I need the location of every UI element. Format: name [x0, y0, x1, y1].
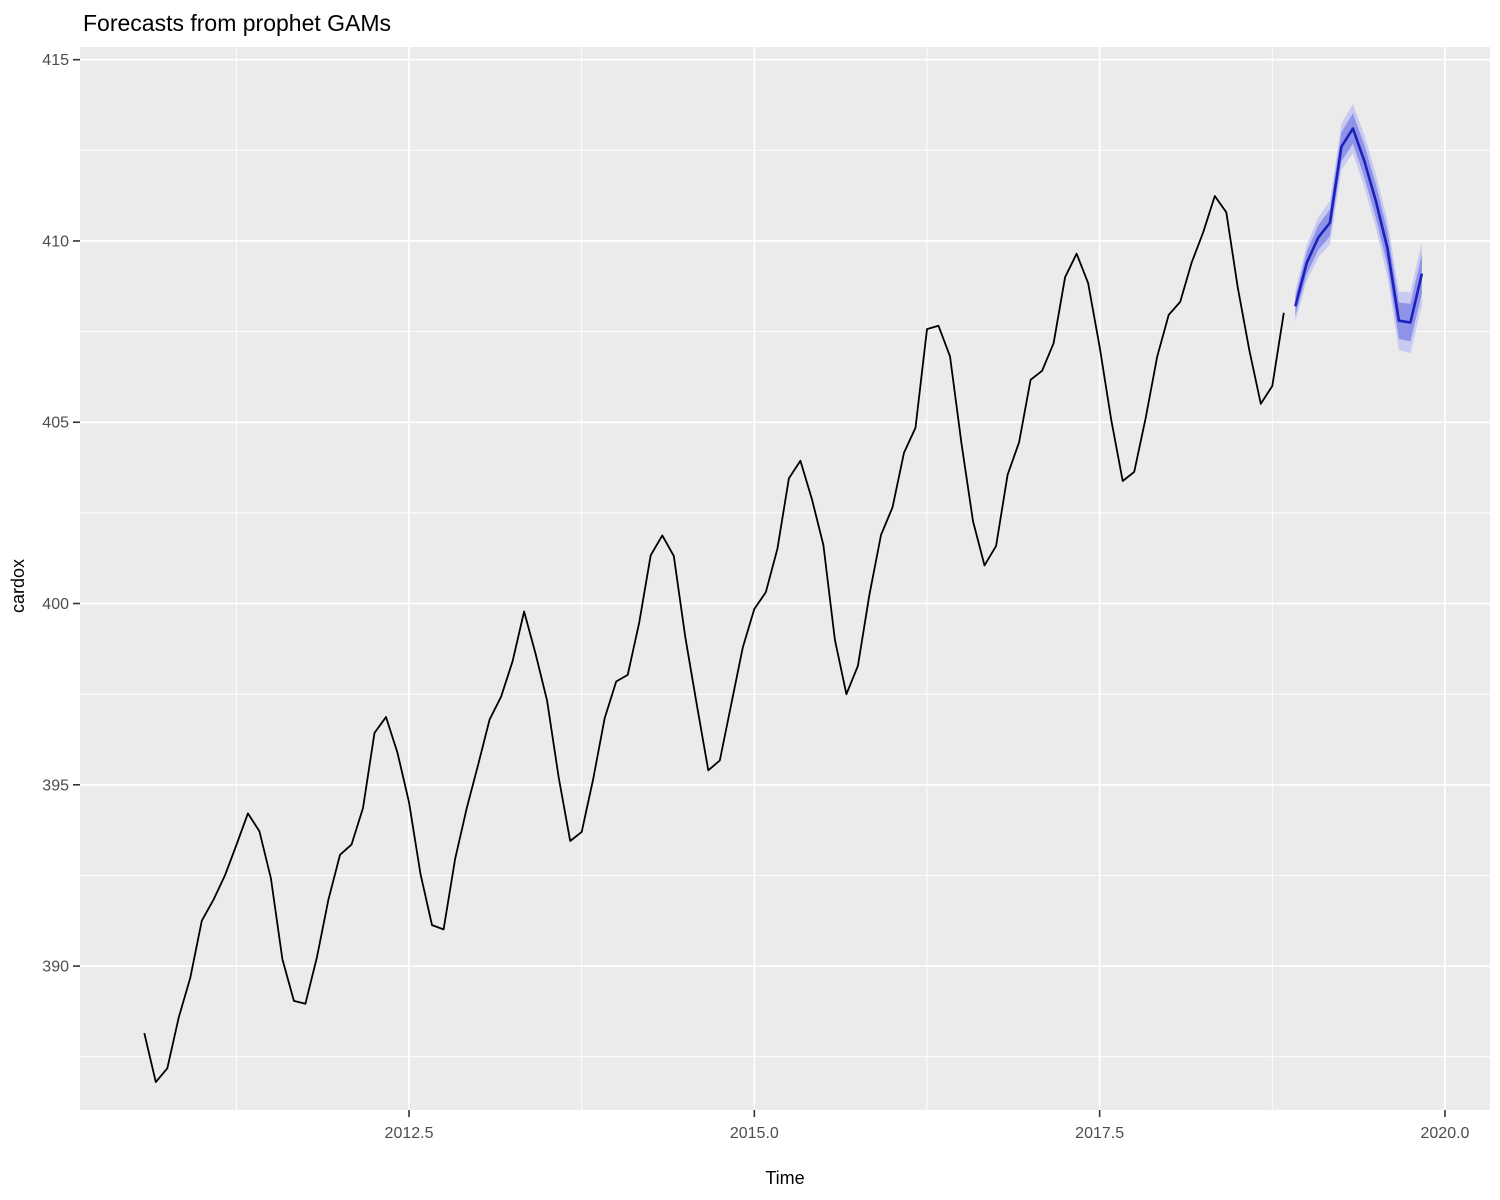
- y-tick-label: 405: [42, 415, 69, 432]
- y-tick-label: 415: [42, 52, 69, 69]
- axis-tick-labels: 2012.5 2015.0 2017.5 2020.0 390 395 400 405 410 4…: [42, 52, 1469, 1142]
- series-lines: [143, 127, 1424, 1083]
- y-tick-label: 410: [42, 233, 69, 250]
- panel-background: [80, 47, 1490, 1110]
- y-tick-label: 395: [42, 777, 69, 794]
- x-tick-label: 2020.0: [1421, 1125, 1470, 1142]
- plot-title: Forecasts from prophet GAMs: [83, 10, 391, 36]
- axis-ticks: [73, 58, 1446, 1117]
- forecast-interval-80: [1295, 113, 1422, 342]
- y-tick-label: 390: [42, 959, 69, 976]
- y-tick-label: 400: [42, 596, 69, 613]
- y-axis-title: cardox: [8, 559, 28, 613]
- forecast-line: [1294, 127, 1424, 324]
- x-tick-label: 2017.5: [1075, 1125, 1124, 1142]
- forecast-ribbons: [1295, 103, 1422, 354]
- x-tick-label: 2015.0: [730, 1125, 779, 1142]
- observed-line: [143, 195, 1285, 1083]
- x-axis-title: Time: [765, 1168, 804, 1188]
- minor-gridlines: [80, 47, 1490, 1110]
- plot-panel: [80, 47, 1490, 1110]
- x-tick-label: 2012.5: [385, 1125, 434, 1142]
- forecast-interval-95: [1295, 103, 1422, 354]
